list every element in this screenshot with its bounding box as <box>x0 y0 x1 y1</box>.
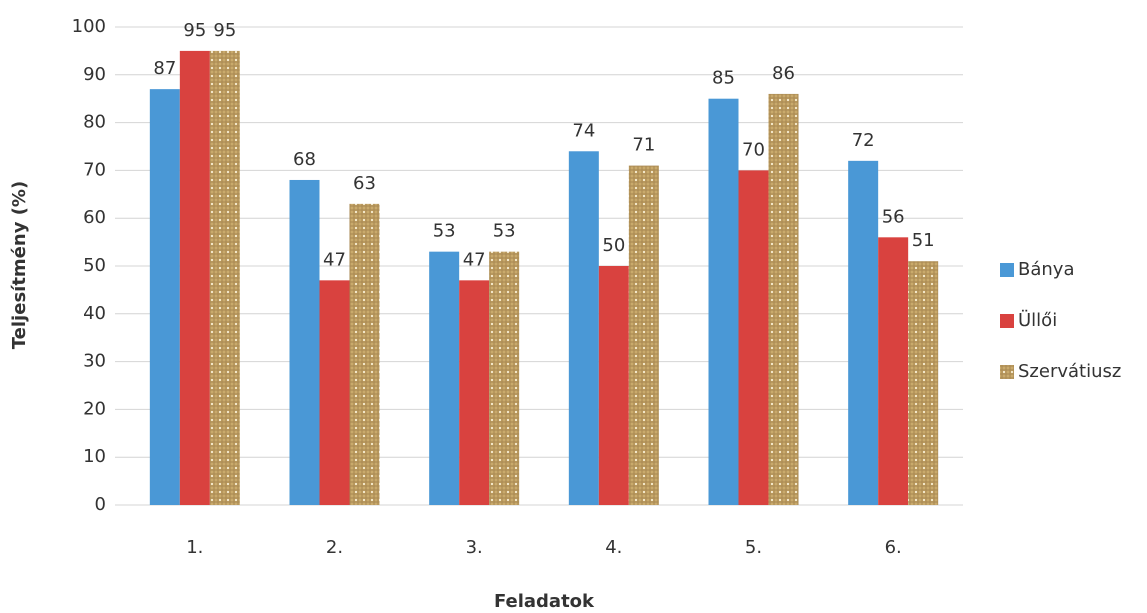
bar <box>568 151 599 505</box>
y-tick-label: 80 <box>83 112 106 133</box>
x-tick-label: 6. <box>885 537 902 558</box>
legend-label: Bánya <box>1018 259 1074 280</box>
data-label: 85 <box>712 68 735 89</box>
legend-swatch <box>1000 263 1014 277</box>
legend-swatch <box>1000 314 1014 328</box>
y-tick-label: 10 <box>83 446 106 467</box>
x-tick-label: 5. <box>745 537 762 558</box>
data-label: 70 <box>742 139 765 160</box>
bar <box>209 50 240 506</box>
data-label: 95 <box>213 20 236 41</box>
data-label: 63 <box>353 173 376 194</box>
bar <box>848 160 879 505</box>
x-tick-label: 3. <box>466 537 483 558</box>
bar <box>708 98 739 505</box>
data-label: 53 <box>433 221 456 242</box>
data-label: 51 <box>912 230 935 251</box>
y-tick-label: 0 <box>95 494 106 515</box>
bar <box>179 50 210 506</box>
data-label: 87 <box>153 58 176 79</box>
y-tick-label: 30 <box>83 351 106 372</box>
bar <box>489 251 520 505</box>
y-axis-title: Teljesítmény (%) <box>9 181 30 349</box>
bar <box>319 280 350 505</box>
y-tick-label: 100 <box>72 16 106 37</box>
bar <box>908 261 939 505</box>
legend-swatch <box>1000 365 1014 379</box>
bar <box>768 93 799 506</box>
bar <box>429 251 460 505</box>
data-label: 47 <box>323 249 346 270</box>
legend-label: Üllői <box>1018 309 1057 331</box>
bar <box>598 266 629 505</box>
bar <box>738 170 769 505</box>
y-tick-label: 50 <box>83 255 106 276</box>
data-label: 95 <box>183 20 206 41</box>
data-label: 68 <box>293 149 316 170</box>
x-axis-title: Feladatok <box>494 591 595 612</box>
y-tick-label: 70 <box>83 159 106 180</box>
data-label: 74 <box>572 120 595 141</box>
y-tick-label: 40 <box>83 303 106 324</box>
data-label: 56 <box>882 206 905 227</box>
y-tick-label: 90 <box>83 64 106 85</box>
data-label: 72 <box>852 130 875 151</box>
data-label: 71 <box>632 135 655 156</box>
legend-label: Szervátiusz <box>1018 361 1121 382</box>
bar <box>149 89 180 505</box>
bar <box>878 237 909 505</box>
x-tick-label: 1. <box>186 537 203 558</box>
bar <box>349 203 380 506</box>
data-label: 86 <box>772 63 795 84</box>
x-tick-label: 4. <box>605 537 622 558</box>
y-tick-label: 20 <box>83 398 106 419</box>
bar <box>628 165 659 505</box>
data-label: 53 <box>493 221 516 242</box>
data-label: 50 <box>602 235 625 256</box>
bar <box>289 179 320 505</box>
bar <box>459 280 490 505</box>
x-tick-label: 2. <box>326 537 343 558</box>
y-tick-label: 60 <box>83 207 106 228</box>
data-label: 47 <box>463 249 486 270</box>
